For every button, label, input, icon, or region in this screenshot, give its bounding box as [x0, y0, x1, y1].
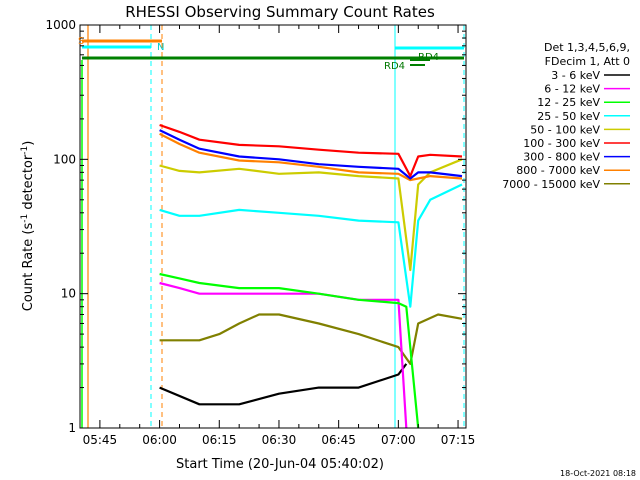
x-tick-label: 07:00 [381, 433, 416, 447]
x-tick-label: 06:30 [262, 433, 297, 447]
legend-label: 800 - 7000 keV [516, 164, 600, 177]
x-tick-label: 06:45 [321, 433, 356, 447]
legend-label: 300 - 800 keV [523, 151, 600, 164]
plot-frame [79, 24, 467, 429]
x-tick-label: 06:00 [142, 433, 177, 447]
series-line-7000-15000-kev [159, 313, 463, 365]
y-tick-label: 10 [61, 287, 76, 301]
y-tick-label: 1000 [45, 18, 76, 32]
legend-header-line-1: Det 1,3,4,5,6,9, [544, 41, 630, 54]
chart-title: RHESSI Observing Summary Count Rates [125, 3, 435, 21]
series-line-100-300-kev [159, 123, 463, 178]
flag-n-label: N [157, 42, 164, 53]
timestamp: 18-Oct-2021 08:18 [560, 469, 636, 478]
series-line-50-100-kev [159, 158, 463, 272]
legend-label: 3 - 6 keV [551, 69, 600, 82]
x-tick-label: 06:15 [202, 433, 237, 447]
legend-label: 12 - 25 keV [537, 96, 600, 109]
legend-label: 7000 - 15000 keV [502, 178, 600, 191]
series-line-25-50-kev [159, 183, 463, 308]
legend-label: 100 - 300 keV [523, 137, 600, 150]
x-axis-ticks: 05:45 06:00 06:15 06:30 06:45 07:00 07:15 [83, 25, 476, 447]
flag-s-label: S [78, 36, 84, 47]
legend-label: 25 - 50 keV [537, 110, 600, 123]
y-tick-label: 1 [68, 421, 76, 435]
legend-label: 50 - 100 keV [530, 123, 600, 136]
series-line-12-25-kev [159, 272, 420, 429]
plot-area [81, 25, 465, 429]
x-tick-label: 07:15 [441, 433, 476, 447]
x-axis-label: Start Time (20-Jun-04 05:40:02) [176, 457, 384, 472]
legend-header-line-2: FDecim 1, Att 0 [545, 55, 630, 68]
flag-rd4-label-lower: RD4 [384, 61, 405, 72]
y-tick-label: 100 [53, 152, 76, 166]
y-axis-label: Count Rate (s-1 detector-1) [20, 141, 36, 312]
series-line-3-6-kev [159, 363, 408, 406]
series-line-800-7000-kev [159, 132, 463, 182]
legend-label: 6 - 12 keV [544, 83, 600, 96]
x-tick-label: 05:45 [83, 433, 118, 447]
y-axis-ticks: 1 10 100 1000 [45, 18, 466, 435]
series-line-300-800-kev [159, 129, 463, 180]
series-line-6-12-kev [159, 281, 408, 429]
flag-rd4-label-upper: RD4 [418, 52, 439, 63]
